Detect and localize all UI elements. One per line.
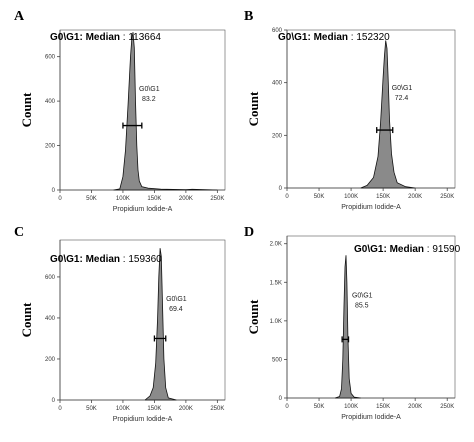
panel-d-median-value: : 91590 xyxy=(424,244,461,255)
panel-c-y-tick-label: 400 xyxy=(45,316,56,322)
panel-b-x-tick-label: 150K xyxy=(376,194,390,200)
panel-d-y-tick-label: 0 xyxy=(279,396,283,402)
panel-b-histogram xyxy=(360,40,416,189)
panel-c-histogram xyxy=(144,248,177,401)
panel-a-plot-frame xyxy=(59,29,226,191)
panel-b-x-tick-label: 50K xyxy=(314,194,325,200)
panel-a-y-tick-label: 0 xyxy=(52,188,56,194)
panel-d-median-gate-name: G0\G1: Median xyxy=(354,244,424,255)
panel-a-x-tick-label: 50K xyxy=(86,196,97,202)
panel-d-x-tick-label: 100K xyxy=(344,404,358,410)
panel-a-gate-label: G0\G1 xyxy=(139,86,160,93)
panel-c-x-tick-label: 100K xyxy=(116,406,130,412)
panel-d-y-axis-label: Count xyxy=(246,299,261,334)
panel-c-gate-label: G0\G1 xyxy=(166,296,187,303)
panel-a-histogram xyxy=(113,32,218,191)
panel-a-letter: A xyxy=(14,9,25,24)
panel-d-y-tick-label: 1.0K xyxy=(270,319,282,325)
panel-a-median-value: : 113664 xyxy=(120,32,161,43)
panel-d-x-tick-label: 50K xyxy=(314,404,325,410)
panel-c-x-axis-label: Propidium Iodide-A xyxy=(113,416,173,423)
panel-c-letter: C xyxy=(14,225,24,240)
panel-d-x-tick-label: 200K xyxy=(408,404,422,410)
panel-c-y-axis-label: Count xyxy=(19,302,34,337)
panel-c-x-tick-label: 150K xyxy=(147,406,161,412)
panel-a-y-tick-label: 400 xyxy=(45,99,56,105)
panel-a-median-header: G0\G1: Median : 113664 xyxy=(50,32,161,43)
panel-d-y-tick-label: 500 xyxy=(272,357,283,363)
panel-c-x-tick-label: 50K xyxy=(86,406,97,412)
panel-c-gate-value: 69.4 xyxy=(169,306,183,313)
panel-a-y-axis-label: Count xyxy=(19,92,34,127)
panel-b-y-tick-label: 600 xyxy=(272,28,283,34)
panel-c-median-header: G0\G1: Median : 159360 xyxy=(50,254,162,265)
panel-d-x-tick-label: 250K xyxy=(440,404,454,410)
panel-c-x-tick-label: 200K xyxy=(179,406,193,412)
panel-d-letter: D xyxy=(244,225,254,240)
panel-b-plot-frame xyxy=(286,29,456,189)
panel-a-x-tick-label: 150K xyxy=(147,196,161,202)
panel-a-y-tick-label: 600 xyxy=(45,55,56,61)
panel-a-y-tick-label: 200 xyxy=(45,144,56,150)
panel-b-y-tick-label: 400 xyxy=(272,81,283,87)
panel-c-y-tick-label: 0 xyxy=(52,398,56,404)
panel-a-median-gate-name: G0\G1: Median xyxy=(50,32,120,43)
panel-a-x-tick-label: 100K xyxy=(116,196,130,202)
panel-a-x-tick-label: 200K xyxy=(179,196,193,202)
panel-c-median-value: : 159360 xyxy=(120,254,162,265)
panel-b-gate-value: 72.4 xyxy=(395,95,409,102)
panel-b-x-tick-label: 200K xyxy=(408,194,422,200)
panel-c-y-tick-label: 600 xyxy=(45,275,56,281)
panel-b-gate-label: G0\G1 xyxy=(392,85,413,92)
panel-c-y-tick-label: 200 xyxy=(45,357,56,363)
panel-a-x-tick-label: 0 xyxy=(58,196,62,202)
panel-b-y-axis-label: Count xyxy=(246,91,261,126)
panel-c-x-tick-label: 250K xyxy=(210,406,224,412)
panel-b-letter: B xyxy=(244,9,253,24)
panel-b-y-tick-label: 200 xyxy=(272,133,283,139)
panel-b-x-tick-label: 0 xyxy=(285,194,289,200)
panel-d-y-tick-label: 2.0K xyxy=(270,242,282,248)
panel-d-histogram xyxy=(334,255,361,399)
panel-a-x-axis-label: Propidium Iodide-A xyxy=(113,206,173,213)
panel-c-median-gate-name: G0\G1: Median xyxy=(50,254,120,265)
panel-b-median-header: G0\G1: Median : 152320 xyxy=(278,32,390,43)
panel-a-x-tick-label: 250K xyxy=(210,196,224,202)
panel-d-gate-value: 85.5 xyxy=(355,303,369,310)
panel-b-median-gate-name: G0\G1: Median xyxy=(278,32,348,43)
panel-d-plot-frame xyxy=(286,235,456,399)
panel-b-x-tick-label: 100K xyxy=(344,194,358,200)
panel-d-y-tick-label: 1.5K xyxy=(270,280,282,286)
panel-d-gate-label: G0\G1 xyxy=(352,293,373,300)
panel-d-x-axis-label: Propidium Iodide-A xyxy=(341,414,401,421)
panel-d-x-tick-label: 0 xyxy=(285,404,289,410)
panel-a-gate-value: 83.2 xyxy=(142,96,156,103)
panel-d-x-tick-label: 150K xyxy=(376,404,390,410)
panel-b-median-value: : 152320 xyxy=(348,32,390,43)
panel-b-y-tick-label: 0 xyxy=(279,186,283,192)
panel-b-x-axis-label: Propidium Iodide-A xyxy=(341,204,401,211)
panel-c-x-tick-label: 0 xyxy=(58,406,62,412)
panel-b-x-tick-label: 250K xyxy=(440,194,454,200)
panel-d-median-header: G0\G1: Median : 91590 xyxy=(354,244,461,255)
